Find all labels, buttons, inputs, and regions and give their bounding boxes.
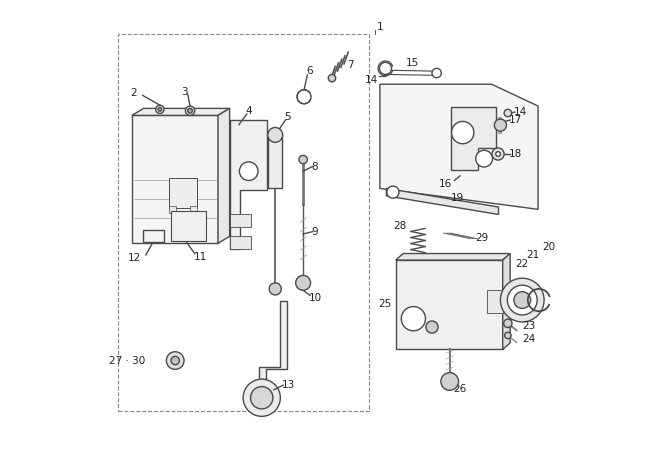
Text: 16: 16 bbox=[438, 179, 452, 189]
Text: 22: 22 bbox=[515, 259, 529, 269]
Circle shape bbox=[508, 285, 537, 315]
Text: 20: 20 bbox=[542, 242, 555, 252]
Polygon shape bbox=[396, 254, 510, 260]
Bar bbox=[172, 211, 206, 241]
Circle shape bbox=[432, 68, 441, 78]
Polygon shape bbox=[229, 120, 267, 249]
Circle shape bbox=[426, 321, 438, 333]
Text: 19: 19 bbox=[450, 193, 464, 203]
Circle shape bbox=[188, 109, 192, 113]
Text: 3: 3 bbox=[181, 87, 188, 96]
Text: 14: 14 bbox=[514, 107, 527, 117]
Text: 8: 8 bbox=[311, 161, 318, 172]
Circle shape bbox=[155, 105, 164, 114]
Circle shape bbox=[269, 283, 281, 295]
Circle shape bbox=[158, 108, 162, 111]
Circle shape bbox=[380, 62, 391, 74]
Polygon shape bbox=[380, 84, 538, 209]
Polygon shape bbox=[502, 254, 510, 350]
Polygon shape bbox=[218, 109, 229, 243]
Circle shape bbox=[452, 121, 474, 144]
Bar bbox=[229, 214, 250, 227]
Text: 25: 25 bbox=[379, 299, 392, 309]
Text: 23: 23 bbox=[522, 321, 536, 331]
Circle shape bbox=[185, 106, 195, 116]
Circle shape bbox=[239, 162, 258, 181]
Polygon shape bbox=[132, 109, 229, 116]
Circle shape bbox=[504, 319, 512, 328]
Circle shape bbox=[171, 356, 179, 365]
Circle shape bbox=[504, 110, 512, 117]
Polygon shape bbox=[450, 108, 496, 170]
Bar bbox=[268, 135, 282, 189]
Circle shape bbox=[496, 152, 500, 156]
Text: 10: 10 bbox=[309, 293, 322, 303]
Circle shape bbox=[492, 148, 504, 160]
Text: 13: 13 bbox=[282, 380, 296, 390]
Circle shape bbox=[250, 387, 273, 409]
Circle shape bbox=[296, 275, 311, 290]
Circle shape bbox=[441, 373, 458, 390]
Polygon shape bbox=[386, 189, 499, 214]
Text: 17: 17 bbox=[509, 115, 523, 125]
Text: 9: 9 bbox=[311, 227, 318, 237]
Text: 24: 24 bbox=[522, 334, 536, 344]
Bar bbox=[190, 206, 197, 213]
Bar bbox=[142, 230, 164, 242]
Text: 2: 2 bbox=[130, 88, 136, 98]
Text: 12: 12 bbox=[127, 253, 141, 263]
Polygon shape bbox=[259, 301, 287, 379]
Circle shape bbox=[243, 379, 280, 417]
Circle shape bbox=[504, 332, 511, 339]
Circle shape bbox=[500, 278, 544, 322]
Bar bbox=[169, 178, 197, 208]
Text: 11: 11 bbox=[194, 252, 207, 262]
Text: 27 · 30: 27 · 30 bbox=[109, 356, 145, 366]
Circle shape bbox=[495, 119, 506, 131]
Text: 5: 5 bbox=[285, 112, 291, 122]
Text: 7: 7 bbox=[347, 59, 354, 70]
Bar bbox=[229, 236, 250, 249]
Text: 29: 29 bbox=[474, 233, 488, 243]
Circle shape bbox=[297, 90, 311, 104]
Text: 14: 14 bbox=[365, 75, 378, 86]
Bar bbox=[132, 116, 218, 243]
Bar bbox=[396, 260, 502, 350]
Text: 26: 26 bbox=[454, 384, 467, 395]
Circle shape bbox=[476, 150, 493, 167]
Circle shape bbox=[166, 351, 184, 369]
Text: 28: 28 bbox=[393, 220, 406, 231]
Bar bbox=[169, 206, 176, 213]
Text: 18: 18 bbox=[509, 149, 522, 159]
Circle shape bbox=[514, 292, 530, 308]
Circle shape bbox=[387, 186, 399, 198]
Circle shape bbox=[299, 155, 307, 164]
Bar bbox=[487, 290, 502, 313]
Text: 6: 6 bbox=[306, 66, 313, 76]
Circle shape bbox=[268, 127, 283, 142]
Text: 4: 4 bbox=[246, 106, 253, 116]
Circle shape bbox=[401, 307, 426, 331]
Bar bbox=[118, 34, 369, 411]
Text: 1: 1 bbox=[377, 22, 384, 32]
Circle shape bbox=[328, 74, 335, 82]
Text: 15: 15 bbox=[406, 58, 419, 68]
Text: 21: 21 bbox=[526, 250, 539, 260]
